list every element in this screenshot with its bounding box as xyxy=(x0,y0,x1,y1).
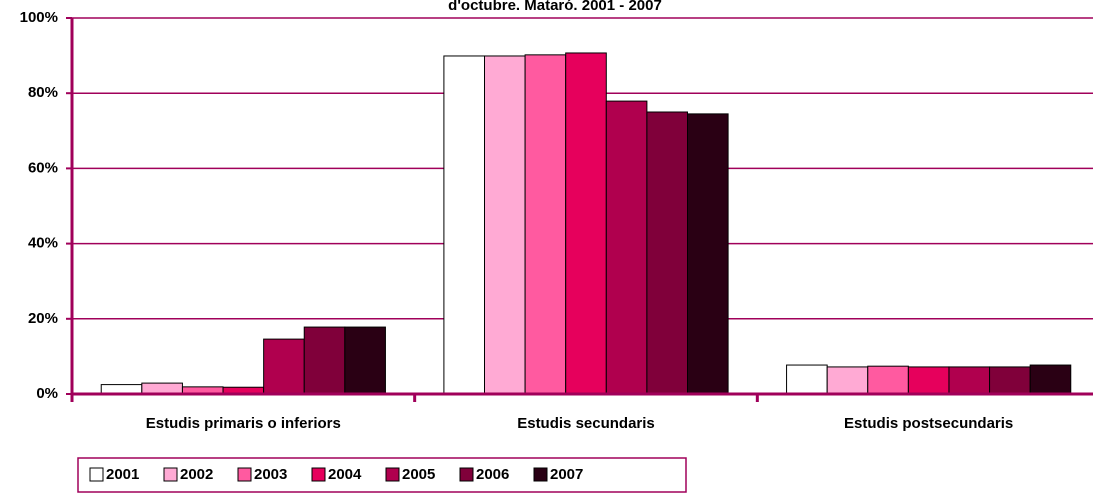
legend-label: 2007 xyxy=(550,466,583,483)
legend-swatch xyxy=(311,467,326,482)
x-tick-label: Estudis postsecundaris xyxy=(844,415,1013,432)
legend-swatch xyxy=(385,467,400,482)
bar xyxy=(344,326,386,395)
x-tick-label: Estudis secundaris xyxy=(517,415,655,432)
y-tick-label: 0% xyxy=(36,385,58,402)
bar xyxy=(524,54,567,395)
bar xyxy=(484,55,526,395)
legend-label: 2001 xyxy=(106,466,139,483)
bar xyxy=(141,382,183,395)
legend-swatch xyxy=(163,467,178,482)
y-tick-label: 20% xyxy=(28,310,58,327)
bar xyxy=(443,55,485,395)
bar xyxy=(786,364,828,395)
bar xyxy=(565,52,607,395)
bar xyxy=(605,100,648,395)
legend-label: 2004 xyxy=(328,466,362,483)
y-tick-label: 100% xyxy=(20,9,58,26)
legend-label: 2005 xyxy=(402,466,435,483)
bar xyxy=(907,366,950,395)
bar xyxy=(948,366,991,395)
y-tick-label: 60% xyxy=(28,159,58,176)
bar xyxy=(867,365,909,395)
bar xyxy=(687,113,729,395)
y-tick-label: 40% xyxy=(28,235,58,252)
chart-title: d'octubre. Mataró. 2001 - 2007 xyxy=(448,0,662,14)
bar xyxy=(303,326,346,395)
legend-box xyxy=(77,457,687,493)
bar xyxy=(646,111,689,395)
legend-swatch xyxy=(459,467,474,482)
legend-label: 2003 xyxy=(254,466,287,483)
bar xyxy=(263,338,305,395)
x-tick-label: Estudis primaris o inferiors xyxy=(146,415,341,432)
legend-swatch xyxy=(237,467,252,482)
legend-swatch xyxy=(533,467,548,482)
legend-label: 2006 xyxy=(476,466,509,483)
bar xyxy=(1029,364,1072,395)
legend-swatch xyxy=(89,467,104,482)
bar xyxy=(989,366,1031,395)
y-tick-label: 80% xyxy=(28,84,58,101)
legend-label: 2002 xyxy=(180,466,213,483)
bar xyxy=(826,366,869,395)
